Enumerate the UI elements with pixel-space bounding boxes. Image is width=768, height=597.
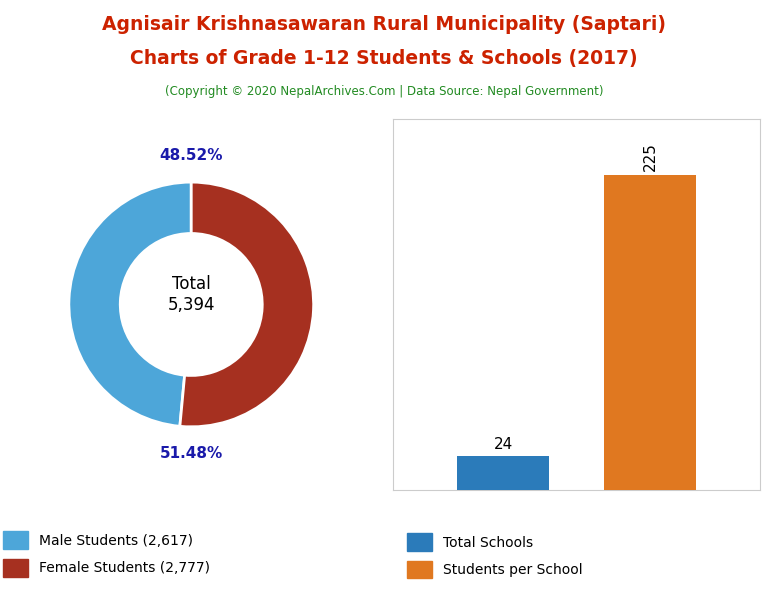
Text: 51.48%: 51.48% — [160, 447, 223, 461]
Text: (Copyright © 2020 NepalArchives.Com | Data Source: Nepal Government): (Copyright © 2020 NepalArchives.Com | Da… — [165, 85, 603, 98]
Text: Agnisair Krishnasawaran Rural Municipality (Saptari): Agnisair Krishnasawaran Rural Municipali… — [102, 15, 666, 34]
Bar — [458, 456, 549, 490]
Wedge shape — [180, 182, 313, 427]
Text: 48.52%: 48.52% — [160, 147, 223, 162]
Text: Charts of Grade 1-12 Students & Schools (2017): Charts of Grade 1-12 Students & Schools … — [131, 49, 637, 68]
Legend: Total Schools, Students per School: Total Schools, Students per School — [400, 526, 590, 586]
Text: 24: 24 — [494, 437, 513, 452]
Legend: Male Students (2,617), Female Students (2,777): Male Students (2,617), Female Students (… — [0, 524, 217, 584]
Text: Total
5,394: Total 5,394 — [167, 275, 215, 314]
Text: 225: 225 — [643, 142, 657, 171]
Bar — [604, 176, 696, 490]
Wedge shape — [69, 182, 191, 426]
